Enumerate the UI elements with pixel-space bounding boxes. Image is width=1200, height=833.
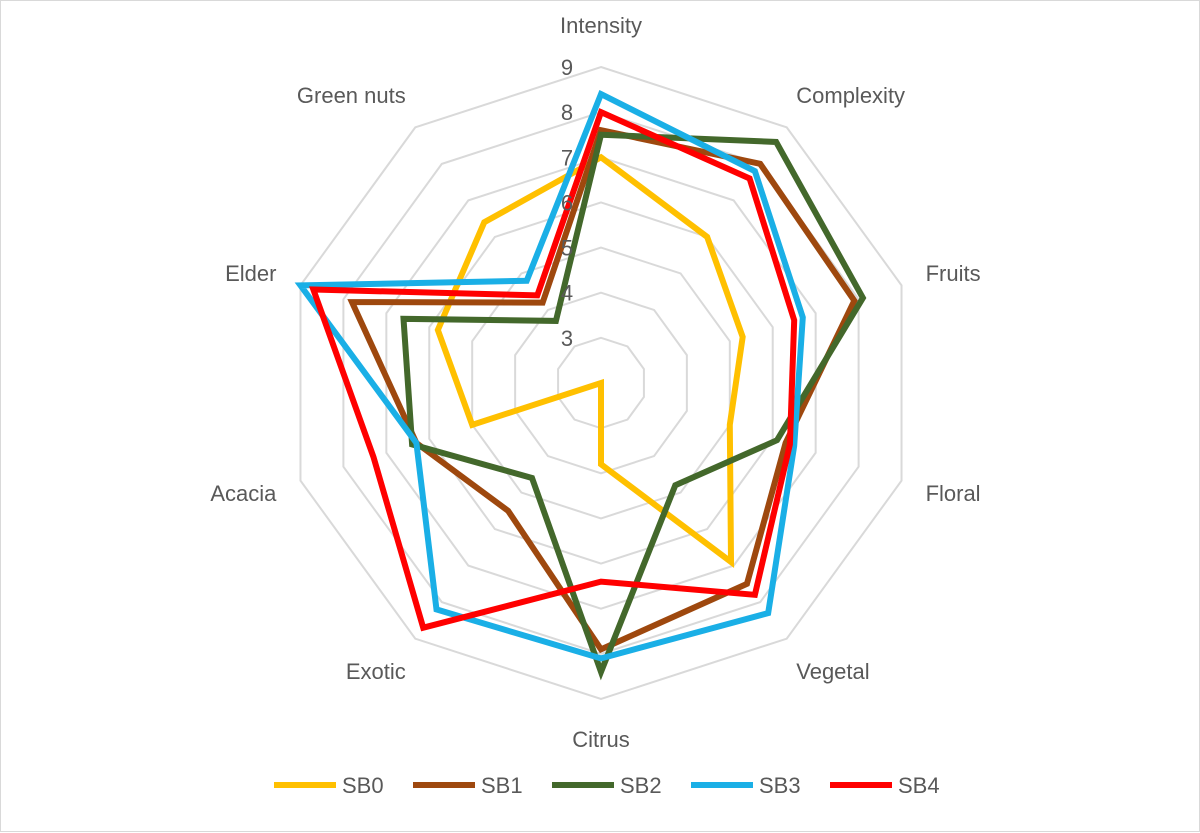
- series-layer: [294, 89, 867, 681]
- legend-label-sb1: SB1: [481, 773, 523, 798]
- series-line-sb2: [400, 131, 867, 681]
- tick-label: 7: [561, 145, 573, 170]
- axis-label-vegetal: Vegetal: [796, 659, 869, 684]
- axis-label-complexity: Complexity: [796, 83, 905, 108]
- legend-label-sb0: SB0: [342, 773, 384, 798]
- tick-label: 4: [561, 281, 573, 306]
- axis-label-floral: Floral: [926, 481, 981, 506]
- tick-label: 9: [561, 55, 573, 80]
- axis-label-layer: Intensity Complexity Fruits Floral Vegetal Ci…: [210, 13, 980, 752]
- legend-label-sb3: SB3: [759, 773, 801, 798]
- axis-label-citrus: Citrus: [572, 727, 629, 752]
- grid-ring: [299, 65, 903, 701]
- tick-label: 3: [561, 326, 573, 351]
- axis-label-intensity: Intensity: [560, 13, 642, 38]
- axis-label-green-nuts: Green nuts: [297, 83, 406, 108]
- axis-label-exotic: Exotic: [346, 659, 406, 684]
- series-line-sb1: [347, 126, 858, 654]
- axis-label-elder: Elder: [225, 261, 276, 286]
- tick-label: 5: [561, 236, 573, 261]
- tick-label: 6: [561, 190, 573, 215]
- tick-layer: 3 4 5 6 7 8 9: [561, 55, 573, 351]
- legend: SB0 SB1 SB2 SB3 SB4: [274, 773, 940, 798]
- tick-label: 8: [561, 100, 573, 125]
- grid-ring: [514, 291, 688, 475]
- axis-label-fruits: Fruits: [926, 261, 981, 286]
- legend-label-sb4: SB4: [898, 773, 940, 798]
- series-line-sb0: [434, 153, 746, 569]
- legend-label-sb2: SB2: [620, 773, 662, 798]
- axis-label-acacia: Acacia: [210, 481, 277, 506]
- series-line-sb3: [294, 89, 806, 662]
- series-line-sb4: [309, 108, 798, 632]
